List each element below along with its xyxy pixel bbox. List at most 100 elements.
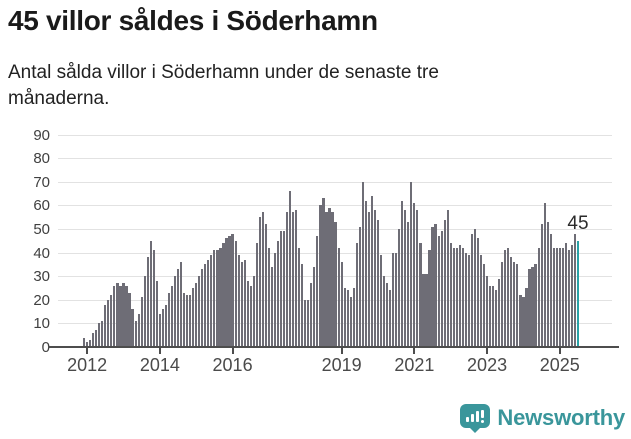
bar <box>516 264 519 347</box>
value-label: 45 <box>567 212 589 234</box>
bar <box>137 313 140 347</box>
bar <box>413 202 416 347</box>
bar <box>443 219 446 347</box>
bar <box>298 247 301 347</box>
bar <box>128 292 131 347</box>
bar <box>276 240 280 347</box>
bar <box>167 292 171 347</box>
bar <box>452 247 455 347</box>
bar <box>507 247 510 347</box>
bar <box>95 330 98 347</box>
bar <box>504 250 507 347</box>
bar <box>555 247 558 347</box>
bar <box>213 250 216 347</box>
bar <box>531 266 534 347</box>
x-axis-tick <box>413 348 416 354</box>
bar <box>407 221 410 347</box>
bar <box>119 285 122 347</box>
bar <box>398 228 401 347</box>
bar <box>464 252 467 347</box>
page-title: 45 villor såldes i Söderhamn <box>8 5 378 36</box>
bar <box>543 202 546 347</box>
bar <box>540 224 543 347</box>
bar <box>534 264 537 347</box>
bar <box>422 273 425 347</box>
x-axis-label: 2016 <box>212 355 253 375</box>
bar <box>83 337 86 347</box>
bar <box>349 297 352 347</box>
y-axis-label: 80 <box>33 150 50 167</box>
bar <box>428 250 431 347</box>
highlighted-bar <box>576 240 580 347</box>
bar <box>489 285 492 347</box>
bar <box>446 210 449 347</box>
bar <box>219 247 222 347</box>
bar <box>492 285 495 347</box>
bar <box>525 287 528 347</box>
bar <box>549 233 552 347</box>
bar <box>458 245 461 347</box>
y-axis-label: 90 <box>33 127 50 144</box>
bar <box>195 283 198 347</box>
bar <box>519 295 522 347</box>
x-axis-tick <box>486 348 489 354</box>
bar <box>204 264 207 347</box>
bar <box>164 304 167 347</box>
bar <box>425 273 428 347</box>
y-axis-label: 70 <box>33 174 50 191</box>
exclamation-glyph <box>481 410 485 423</box>
bar <box>134 321 137 347</box>
bar <box>495 290 498 347</box>
bar <box>501 262 504 347</box>
bar <box>98 323 101 347</box>
bar <box>476 238 480 347</box>
x-axis-label: 2021 <box>394 355 435 375</box>
bar <box>234 240 237 347</box>
bar <box>158 313 161 347</box>
bar <box>210 254 213 347</box>
bar <box>304 299 307 347</box>
bar <box>479 254 483 347</box>
bar <box>225 238 228 347</box>
bar <box>455 247 458 347</box>
y-axis-label: 50 <box>33 221 50 238</box>
bar <box>379 254 383 347</box>
bar <box>149 240 152 347</box>
x-axis-tick <box>558 348 561 354</box>
bar <box>319 205 322 347</box>
speech-bubble-tail <box>469 427 482 433</box>
bar <box>367 212 370 347</box>
y-axis-label: 0 <box>41 339 50 356</box>
bar <box>567 250 570 347</box>
bar <box>261 212 264 347</box>
bar <box>152 250 155 347</box>
bar <box>361 181 364 347</box>
x-axis-tick <box>86 348 89 354</box>
bar <box>470 233 474 347</box>
bar <box>419 243 422 347</box>
bar <box>352 287 355 347</box>
bar <box>313 266 316 347</box>
bar <box>237 254 240 347</box>
bar <box>401 200 404 347</box>
bar <box>113 285 116 347</box>
bar <box>537 247 540 347</box>
bar <box>89 339 92 347</box>
bar <box>513 262 516 347</box>
x-axis-label: 2014 <box>139 355 180 375</box>
bar <box>376 219 380 347</box>
bar <box>546 221 549 347</box>
bar <box>201 269 204 347</box>
x-axis-tick <box>231 348 234 354</box>
bar <box>231 233 234 347</box>
bar <box>510 257 513 347</box>
newsworthy-logo[interactable]: Newsworthy <box>460 404 625 433</box>
bar <box>246 280 249 347</box>
bar <box>307 299 310 347</box>
bar <box>440 231 443 347</box>
bar <box>140 297 143 347</box>
x-axis-tick <box>340 348 343 354</box>
bar <box>92 332 95 347</box>
bar <box>482 264 486 347</box>
